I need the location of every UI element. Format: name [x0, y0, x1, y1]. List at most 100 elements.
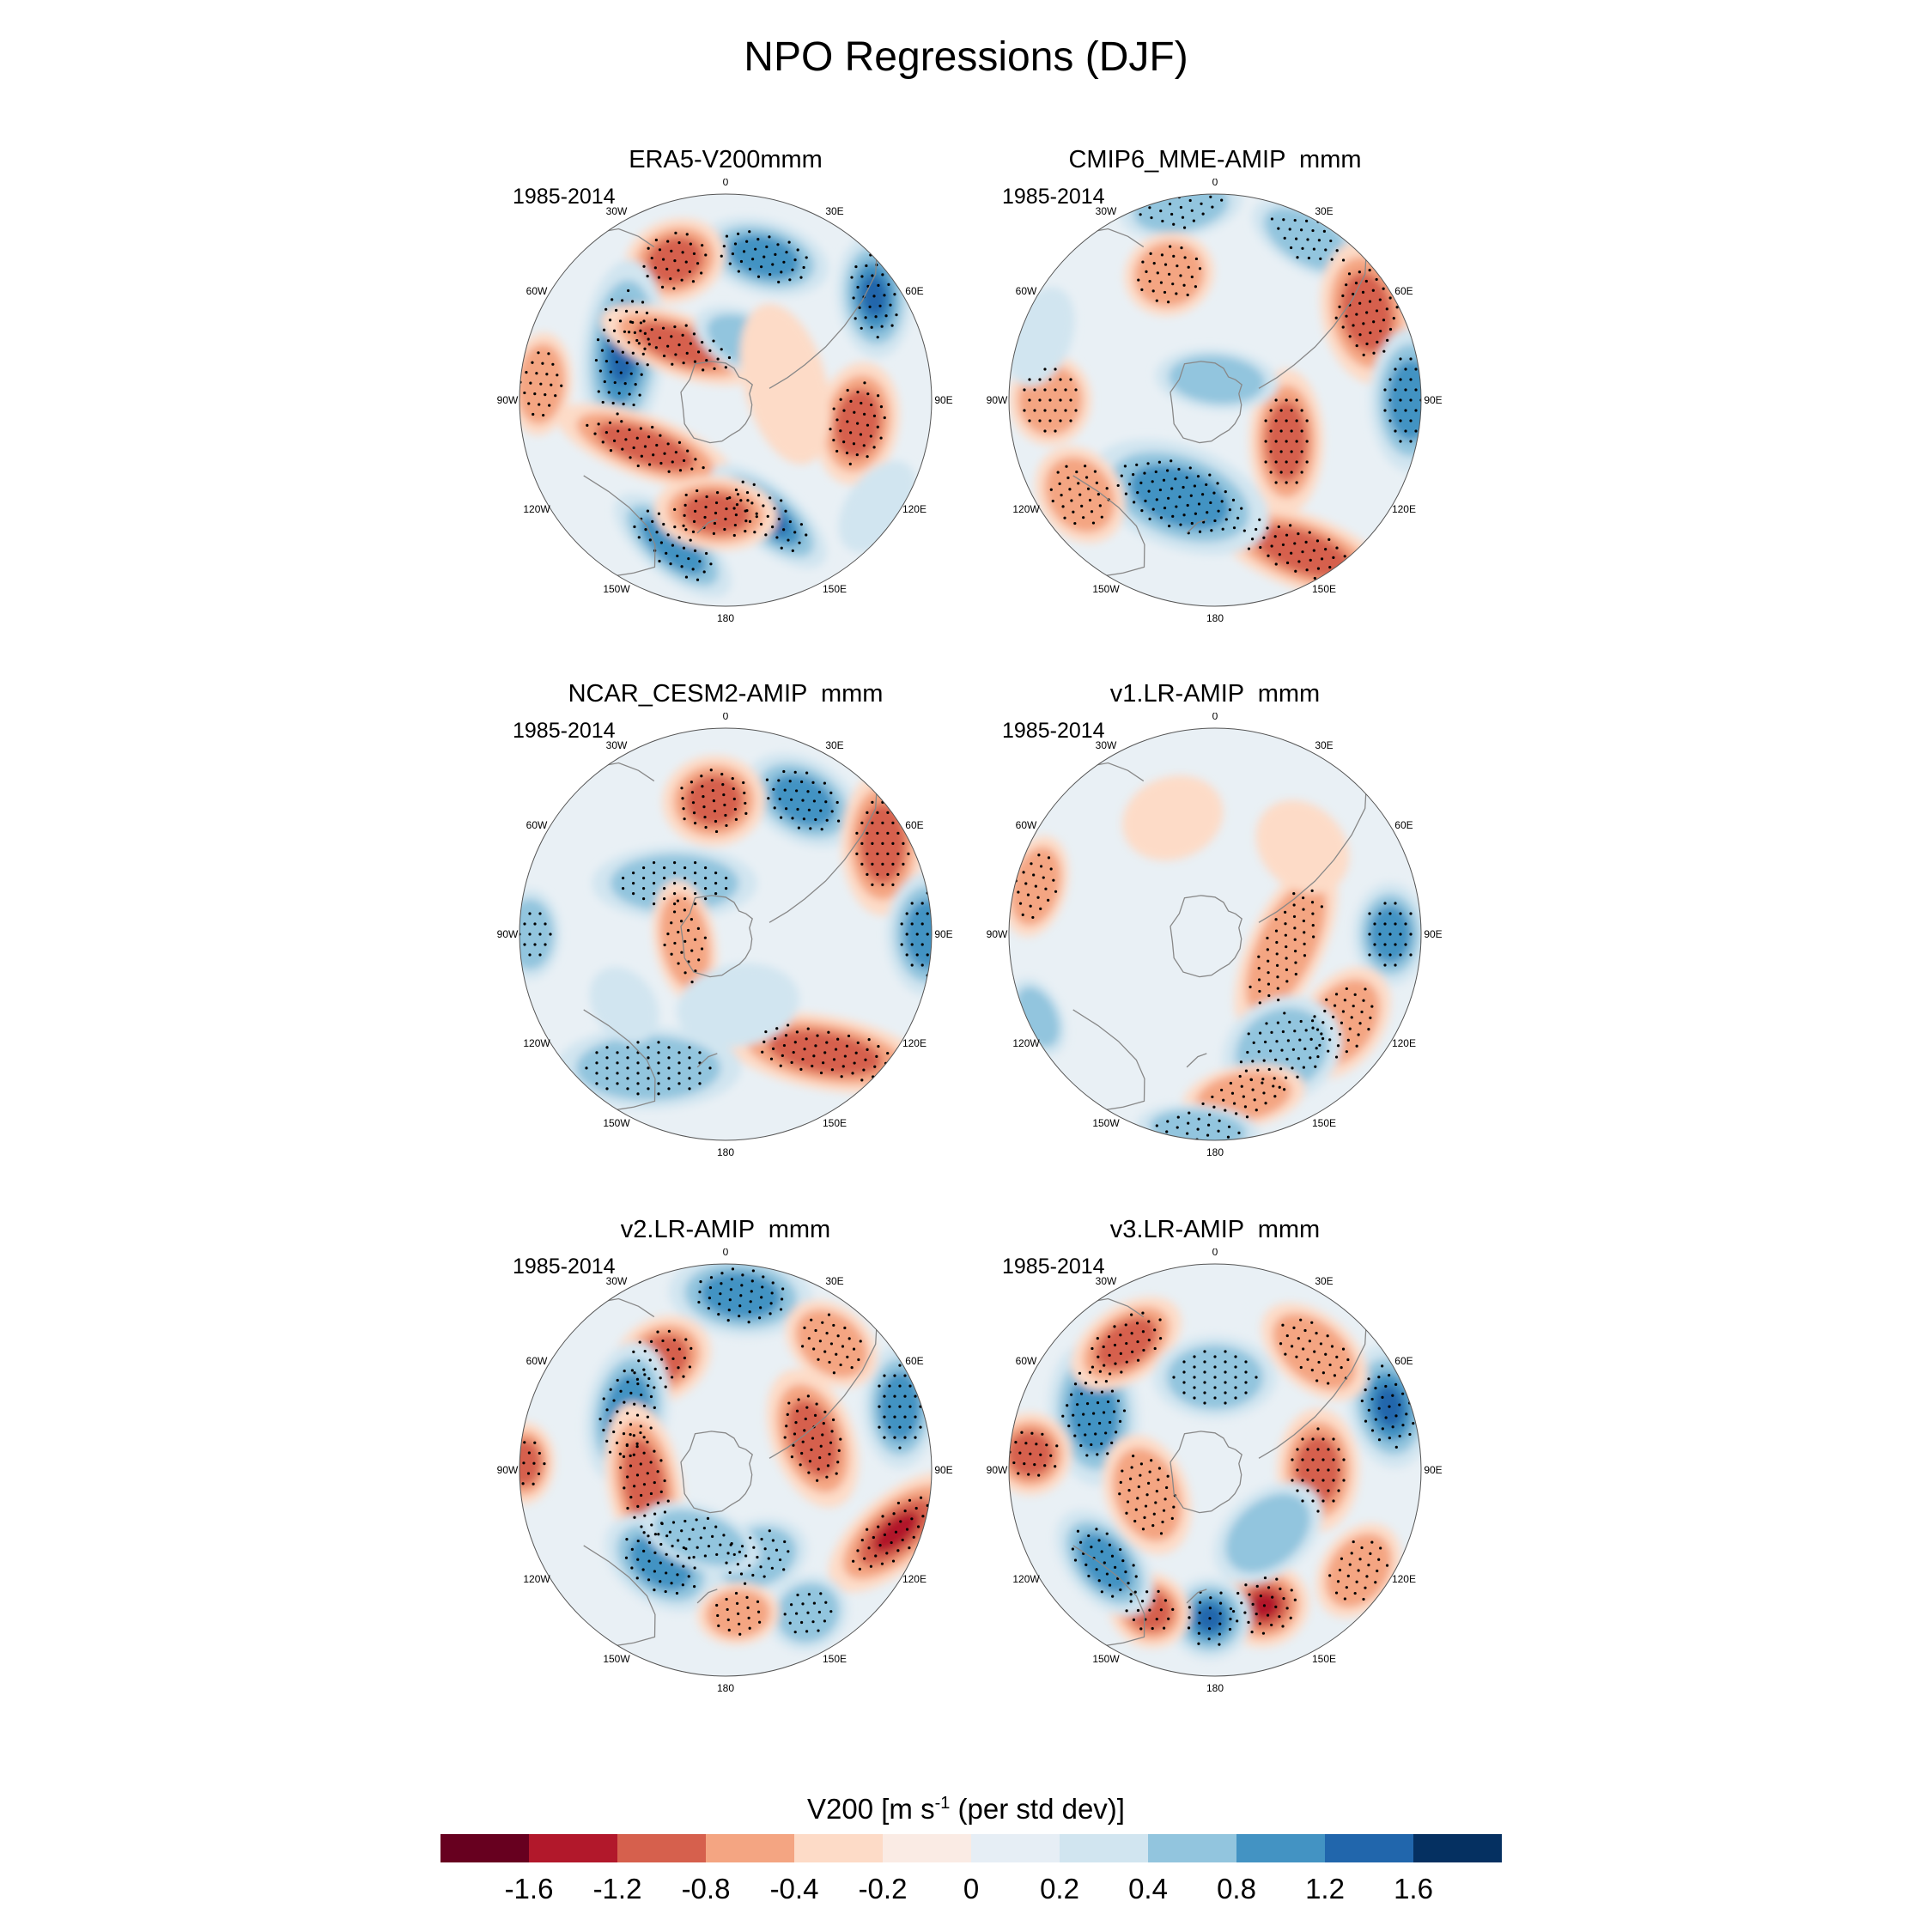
- significance-dot: [629, 372, 633, 375]
- significance-dot: [1228, 1627, 1232, 1631]
- significance-dot: [866, 1528, 869, 1531]
- significance-dot: [1297, 560, 1301, 563]
- significance-dot: [1106, 1452, 1109, 1455]
- significance-dot: [1313, 1015, 1316, 1018]
- significance-dot: [1385, 1564, 1389, 1567]
- significance-dot: [1279, 471, 1283, 474]
- significance-dot: [1257, 955, 1261, 958]
- significance-dot: [1166, 194, 1170, 196]
- longitude-label: 150W: [1092, 1117, 1120, 1129]
- significance-dot: [689, 242, 692, 246]
- significance-dot: [705, 495, 708, 499]
- significance-dot: [1435, 409, 1437, 411]
- significance-dot: [1136, 1608, 1140, 1613]
- significance-dot: [1180, 246, 1183, 250]
- significance-dot: [532, 412, 535, 416]
- significance-dot: [1219, 1591, 1223, 1595]
- significance-dot: [1336, 574, 1340, 577]
- significance-dot: [748, 1564, 751, 1567]
- significance-dot: [609, 370, 612, 374]
- significance-dot: [829, 1441, 833, 1444]
- significance-dot: [616, 1082, 619, 1085]
- significance-dot: [1404, 429, 1407, 433]
- significance-dot: [653, 266, 657, 270]
- significance-dot: [1388, 1405, 1391, 1408]
- significance-dot: [926, 933, 929, 936]
- significance-dot: [1302, 919, 1305, 923]
- significance-dot: [1278, 553, 1281, 556]
- significance-dot: [662, 354, 666, 358]
- significance-dot: [1317, 239, 1321, 242]
- significance-dot: [1141, 1330, 1145, 1334]
- significance-dot: [698, 560, 702, 563]
- significance-dot: [886, 811, 890, 814]
- significance-dot: [1158, 1318, 1162, 1321]
- significance-dot: [616, 1410, 619, 1413]
- significance-dot: [1143, 471, 1146, 475]
- significance-dot: [1333, 1004, 1337, 1007]
- significance-dot: [1073, 1558, 1078, 1562]
- significance-dot: [1346, 1574, 1350, 1577]
- significance-dot: [1073, 521, 1077, 526]
- significance-dot: [768, 235, 771, 239]
- significance-dot: [1105, 1532, 1109, 1535]
- significance-dot: [725, 1561, 728, 1564]
- significance-dot: [1277, 227, 1280, 230]
- significance-dot: [1288, 1020, 1291, 1024]
- significance-dot: [1207, 1637, 1211, 1641]
- significance-dot: [839, 398, 842, 401]
- colorbar-tick-label: 1.2: [1305, 1873, 1345, 1905]
- significance-dot: [734, 817, 738, 822]
- significance-dot: [629, 1391, 633, 1394]
- longitude-label: 120W: [523, 1037, 550, 1049]
- significance-dot: [1321, 1437, 1325, 1441]
- significance-dot: [692, 519, 696, 523]
- significance-dot: [554, 394, 557, 398]
- significance-dot: [605, 1056, 609, 1060]
- significance-dot: [812, 1347, 816, 1351]
- significance-dot: [1048, 398, 1052, 402]
- significance-dot: [642, 887, 646, 890]
- significance-dot: [1414, 368, 1418, 371]
- significance-dot: [1203, 1360, 1206, 1364]
- significance-dot: [1199, 1601, 1202, 1604]
- significance-dot: [1100, 1442, 1103, 1446]
- significance-dot: [1261, 1078, 1265, 1081]
- significance-dot: [637, 342, 641, 345]
- significance-dot: [1190, 275, 1194, 279]
- coastline: [769, 253, 878, 389]
- significance-dot: [1203, 1350, 1206, 1353]
- significance-dot: [1414, 409, 1418, 412]
- significance-dot: [731, 252, 734, 256]
- coastline: [583, 1545, 656, 1647]
- significance-dot: [633, 331, 637, 334]
- significance-dot: [535, 372, 538, 375]
- significance-dot: [855, 852, 859, 855]
- significance-dot: [1084, 1382, 1088, 1385]
- significance-dot: [641, 1568, 645, 1571]
- significance-dot: [1364, 1419, 1368, 1423]
- significance-dot: [1095, 1568, 1098, 1571]
- significance-dot: [1350, 1016, 1353, 1019]
- significance-dot: [860, 841, 864, 845]
- significance-dot: [644, 528, 647, 532]
- significance-dot: [605, 1046, 609, 1049]
- longitude-label: 60E: [905, 285, 923, 297]
- significance-dot: [1245, 1115, 1249, 1119]
- significance-dot: [690, 791, 695, 794]
- significance-dot: [1155, 1124, 1158, 1127]
- significance-dot: [787, 240, 791, 244]
- panel-period: 1985-2014: [1002, 185, 1105, 209]
- significance-dot: [1207, 1627, 1212, 1631]
- significance-dot: [1209, 501, 1212, 505]
- significance-dot: [1321, 1458, 1325, 1461]
- significance-dot: [849, 399, 853, 403]
- significance-dot: [707, 1306, 710, 1310]
- significance-dot: [639, 427, 642, 430]
- significance-dot: [1033, 1463, 1036, 1467]
- significance-dot: [1249, 985, 1252, 988]
- significance-dot: [1364, 1388, 1367, 1392]
- significance-dot: [1197, 1631, 1200, 1635]
- significance-dot: [653, 1512, 657, 1516]
- significance-dot: [878, 1384, 881, 1388]
